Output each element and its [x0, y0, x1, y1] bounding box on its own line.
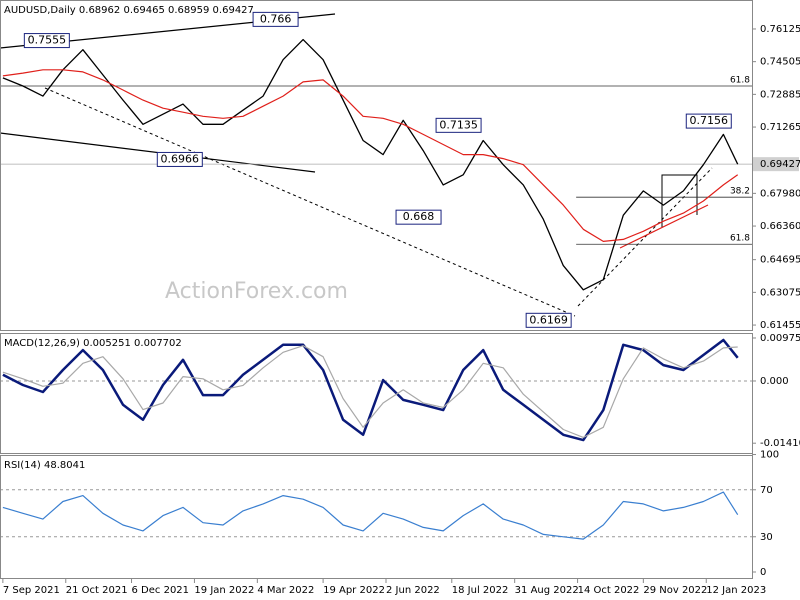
panel-title: RSI(14) 48.8041 [4, 460, 85, 471]
trend-line [619, 204, 709, 249]
annotation-box [525, 312, 572, 328]
price-tag [753, 157, 799, 172]
title: RSI(14) [4, 460, 41, 471]
annotation-label: 0.766 [260, 12, 292, 25]
y-tick-label: 0.64695 [760, 255, 800, 266]
annotation-box [252, 11, 299, 27]
y-tick-label: 100 [760, 450, 779, 461]
y-tick-label: 70 [760, 485, 773, 496]
title: MACD(12,26,9) [4, 338, 80, 349]
y-tick-label: -0.014107 [760, 438, 800, 449]
plot-layer: 0.76125 0.74505 0.72885 0.71265 0.67980 0.663… [0, 5, 800, 596]
annotation-label: 0.7555 [28, 34, 67, 47]
x-tick-label: 31 Aug 2022 [515, 585, 579, 596]
annotation-box [156, 151, 203, 167]
y-tick-label: 0.000 [760, 376, 789, 387]
series-line [2, 69, 739, 242]
y-tick-label: 0.67980 [760, 188, 800, 199]
y-tick-label: 0.009751 [760, 333, 800, 344]
annotation-label: 0.668 [403, 210, 435, 223]
x-tick-label: 14 Oct 2022 [578, 585, 640, 596]
y-tick-label: 0.76125 [760, 24, 800, 35]
series-line [2, 345, 738, 438]
x-tick-label: 21 Oct 2021 [66, 585, 128, 596]
x-tick-label: 2 Jun 2022 [386, 585, 440, 596]
annotation-box [435, 117, 482, 133]
series-line [2, 38, 739, 291]
y-tick-label: 0.61455 [760, 320, 800, 331]
x-tick-label: 6 Dec 2021 [132, 585, 190, 596]
y-tick-label: 0 [760, 567, 766, 578]
x-tick-label: 29 Nov 2022 [643, 585, 707, 596]
last-value: 48.8041 [44, 460, 85, 471]
annotation-box [23, 33, 70, 49]
y-tick-label: 0.71265 [760, 122, 800, 133]
y-tick-label: 30 [760, 532, 773, 543]
level-label: 61.8 [730, 234, 750, 244]
x-tick-label: 19 Apr 2022 [323, 585, 385, 596]
x-tick-label: 19 Jan 2022 [194, 585, 254, 596]
x-tick-label: 4 Mar 2022 [257, 585, 314, 596]
level-label: 61.8 [730, 75, 750, 85]
annotation-label: 0.7156 [690, 114, 729, 127]
ohlc-value: 0.69427 [213, 5, 254, 16]
watermark: ActionForex.com [165, 279, 348, 304]
rsi-panel [0, 455, 753, 579]
annotation-label: 0.7135 [439, 118, 478, 131]
annotation-box [685, 113, 732, 129]
price-tag-label: 0.69427 [760, 159, 800, 170]
channel [661, 174, 698, 228]
ohlc-value: 0.68959 [168, 5, 209, 16]
panel-title: MACD(12,26,9) 0.005251 0.007702 [4, 338, 182, 349]
y-tick-label: 0.63075 [760, 287, 800, 298]
annotation-label: 0.6966 [161, 152, 200, 165]
trend-line [44, 87, 576, 317]
last-value: 0.007702 [134, 338, 182, 349]
x-tick-label: 12 Jan 2023 [706, 585, 766, 596]
title: AUDUSD,Daily [4, 5, 76, 16]
y-tick-label: 0.66360 [760, 221, 800, 232]
last-value: 0.005251 [83, 338, 131, 349]
series-line [2, 491, 739, 540]
x-tick-label: 7 Sep 2021 [3, 585, 60, 596]
annotation-box [395, 209, 442, 225]
panel-title: AUDUSD,Daily 0.68962 0.69465 0.68959 0.6… [4, 5, 254, 16]
y-tick-label: 0.72885 [760, 89, 800, 100]
ohlc-value: 0.69465 [123, 5, 164, 16]
macd-panel [0, 333, 753, 454]
x-tick-label: 18 Jul 2022 [452, 585, 509, 596]
trend-line [577, 167, 713, 307]
y-tick-label: 0.74505 [760, 57, 800, 68]
ohlc-value: 0.68962 [79, 5, 120, 16]
annotation-label: 0.6169 [529, 313, 568, 326]
series-line [2, 338, 739, 442]
price-panel [0, 0, 753, 331]
level-label: 38.2 [730, 187, 750, 197]
